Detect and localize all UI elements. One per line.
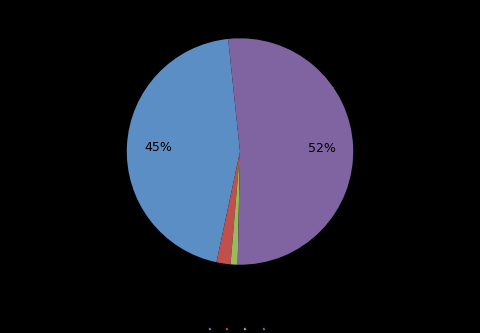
- Text: 45%: 45%: [144, 141, 172, 154]
- Wedge shape: [216, 152, 240, 264]
- Text: 52%: 52%: [308, 142, 336, 155]
- Wedge shape: [127, 39, 240, 262]
- Legend: Wages & Salaries, Employee Benefits, Operating Expenses, Safety Net: Wages & Salaries, Employee Benefits, Ope…: [208, 327, 272, 329]
- Wedge shape: [228, 38, 353, 265]
- Wedge shape: [230, 152, 240, 265]
